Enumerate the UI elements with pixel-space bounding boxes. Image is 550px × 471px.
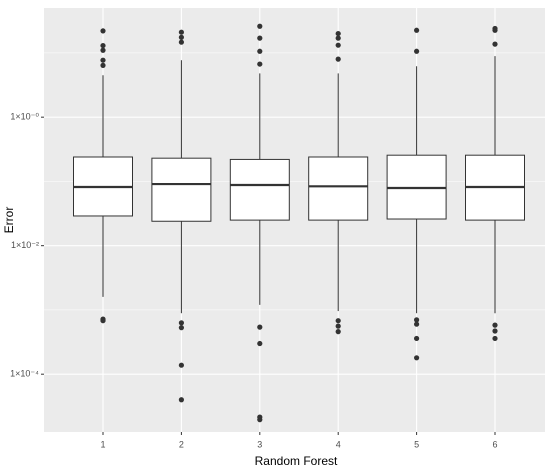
y-tick-label: 1×10⁻² bbox=[11, 240, 39, 250]
y-axis-title: Error bbox=[2, 207, 16, 234]
panel bbox=[44, 8, 545, 432]
x-tick-label: 2 bbox=[179, 439, 184, 449]
outlier bbox=[100, 318, 106, 324]
outlier bbox=[100, 42, 106, 49]
y-tick-label: 1×10⁻⁴ bbox=[10, 369, 39, 379]
outlier bbox=[257, 48, 263, 54]
outlier bbox=[257, 23, 263, 29]
outlier bbox=[335, 30, 341, 37]
box bbox=[151, 157, 212, 222]
outlier bbox=[100, 62, 106, 68]
x-tick-label: 4 bbox=[336, 439, 341, 449]
outlier bbox=[100, 28, 106, 34]
outlier bbox=[100, 57, 106, 63]
x-tick-label: 5 bbox=[414, 439, 419, 449]
box bbox=[308, 156, 369, 221]
outlier bbox=[335, 323, 341, 329]
outlier bbox=[414, 355, 420, 361]
outlier bbox=[178, 320, 184, 326]
outlier bbox=[414, 27, 420, 33]
outlier bbox=[335, 318, 341, 324]
outlier bbox=[335, 42, 341, 48]
outlier bbox=[257, 324, 263, 330]
x-tick-label: 1 bbox=[100, 439, 105, 449]
outlier bbox=[335, 56, 341, 62]
y-tick-label: 1×10⁻⁰ bbox=[10, 112, 39, 122]
outlier bbox=[100, 47, 106, 53]
outlier bbox=[178, 39, 184, 45]
outlier bbox=[414, 48, 420, 54]
outlier bbox=[335, 35, 341, 41]
x-axis-title: Random Forest bbox=[255, 454, 338, 468]
x-tick-label: 3 bbox=[257, 439, 262, 449]
outlier bbox=[492, 41, 498, 47]
outlier bbox=[178, 29, 184, 35]
outlier bbox=[178, 362, 184, 368]
outlier bbox=[414, 317, 420, 323]
outlier bbox=[178, 397, 184, 403]
outlier bbox=[414, 321, 420, 327]
outlier bbox=[335, 329, 341, 335]
x-tick-label: 6 bbox=[492, 439, 497, 449]
outlier bbox=[492, 328, 498, 334]
outlier bbox=[492, 322, 498, 328]
outlier bbox=[257, 61, 263, 67]
outlier bbox=[257, 35, 263, 41]
outlier bbox=[178, 34, 184, 40]
box bbox=[229, 158, 290, 221]
outlier bbox=[492, 27, 498, 33]
outlier bbox=[492, 335, 498, 342]
outlier bbox=[414, 335, 420, 342]
outlier bbox=[257, 340, 263, 347]
outlier bbox=[178, 325, 184, 331]
outlier bbox=[257, 417, 263, 423]
